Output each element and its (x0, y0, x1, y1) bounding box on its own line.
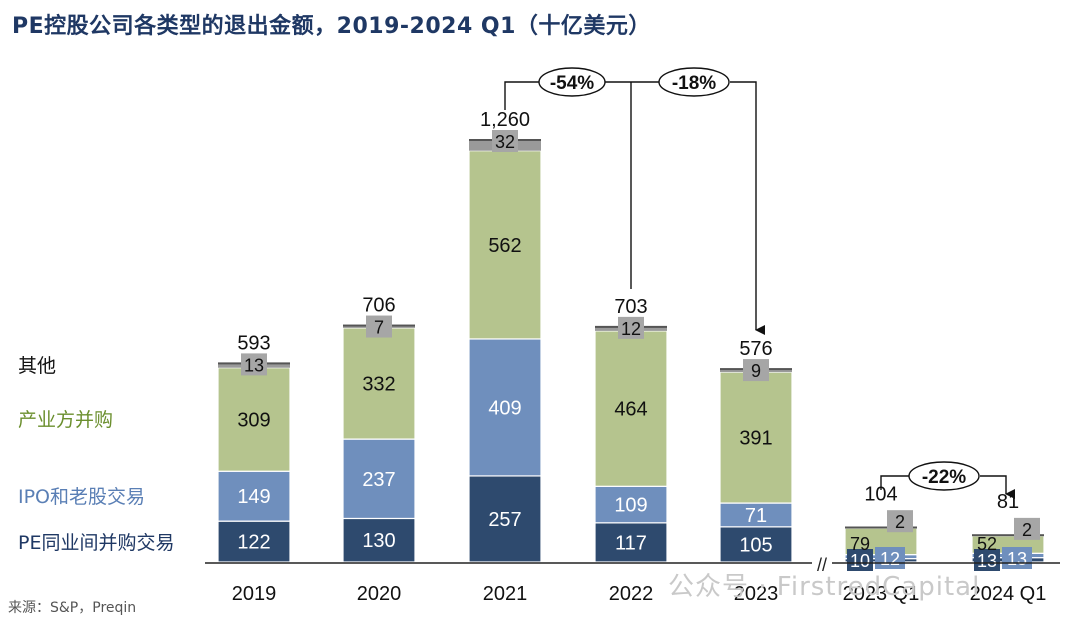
segment-value-label: 562 (488, 235, 521, 257)
legend-pe: PE同业间并购交易 (18, 532, 174, 554)
strategic-segment (719, 371, 793, 504)
legend-other: 其他 (18, 355, 56, 377)
other-value-box (241, 353, 267, 376)
segment-value-label: 464 (614, 399, 647, 421)
strategic-value-label: 52 (977, 534, 997, 554)
annotation-22-label: -22% (922, 467, 966, 488)
segment-value-label: 309 (237, 409, 270, 431)
total-label: 576 (739, 338, 772, 360)
annotation-54-bubble (538, 67, 606, 97)
other-value-label: 2 (895, 512, 905, 532)
strategic-value-label: 79 (850, 534, 870, 554)
strategic-segment (468, 150, 542, 340)
other-value-box (743, 359, 769, 382)
other-value-label: 12 (621, 319, 641, 339)
strategic-segment (217, 367, 291, 472)
segment-value-label: 409 (488, 397, 521, 419)
other-value-box (366, 315, 392, 338)
category-label: 2019 (232, 583, 277, 605)
other-value-label: 32 (495, 132, 515, 152)
pe-value-label: 13 (977, 551, 997, 571)
total-label: 81 (997, 491, 1019, 513)
category-label: 2023 Q1 (843, 583, 920, 605)
annotation-18-bubble (658, 67, 730, 97)
other-value-box (887, 510, 913, 533)
pe-value-box (847, 549, 873, 571)
segment-value-label: 117 (615, 532, 647, 554)
pe-value-label: 10 (850, 551, 870, 571)
segment-value-label: 105 (739, 534, 772, 556)
annotation-22-bubble (908, 461, 980, 491)
ipo-segment (468, 338, 542, 477)
strategic-segment (342, 327, 416, 440)
ipo-segment (594, 485, 668, 524)
bar-top-edge (845, 526, 917, 529)
other-value-label: 2 (1022, 520, 1032, 540)
legend-ipo: IPO和老股交易 (18, 486, 145, 508)
category-label: 2021 (483, 583, 528, 605)
other-value-label: 9 (751, 361, 761, 381)
annotation-line (730, 81, 765, 335)
axis-break-mark: // (817, 555, 827, 575)
total-label: 703 (614, 296, 647, 318)
category-label: 2022 (609, 583, 654, 605)
annotation-line (980, 475, 1015, 499)
total-label: 104 (864, 484, 897, 506)
category-label: 2020 (357, 583, 402, 605)
annotation-line (504, 81, 540, 110)
other-value-label: 13 (244, 355, 264, 375)
source-note: 来源：S&P，Preqin (8, 600, 137, 616)
segment-value-label: 391 (739, 428, 772, 450)
segment-value-label: 237 (362, 469, 395, 491)
ipo-value-label: 12 (880, 549, 900, 569)
other-value-box (618, 316, 644, 339)
watermark: 公众号 · FirstredCapital (668, 572, 981, 602)
pe-segment (594, 522, 668, 563)
segment-value-label: 71 (745, 505, 767, 527)
segment-value-label: 257 (488, 509, 521, 531)
segment-value-label: 109 (614, 495, 647, 517)
chart-title: PE控股公司各类型的退出金额，2019-2024 Q1（十亿美元） (12, 14, 651, 39)
bar-top-edge (972, 534, 1044, 537)
segment-value-label: 332 (362, 373, 395, 395)
pe-segment (342, 517, 416, 563)
total-label: 1,260 (480, 109, 530, 131)
annotation-54-label: -54% (550, 73, 594, 94)
ipo-segment (342, 438, 416, 520)
pe-value-box (974, 549, 1000, 571)
other-value-box (492, 130, 518, 152)
ipo-value-label: 13 (1007, 549, 1027, 569)
total-label: 593 (237, 332, 270, 354)
total-label: 706 (362, 295, 395, 317)
segment-value-label: 149 (237, 486, 270, 508)
strategic-segment (594, 330, 668, 487)
other-value-label: 7 (374, 318, 384, 338)
segment-value-label: 122 (237, 532, 270, 554)
pe-segment (217, 520, 291, 563)
other-value-box (1014, 517, 1040, 540)
legend-strategic: 产业方并购 (18, 409, 113, 431)
annotation-18-label: -18% (672, 73, 716, 94)
pe-segment (468, 475, 542, 563)
segment-value-label: 130 (362, 530, 395, 552)
category-label: 2024 Q1 (970, 583, 1047, 605)
category-label: 2023 (734, 583, 779, 605)
annotation-line (880, 475, 910, 490)
